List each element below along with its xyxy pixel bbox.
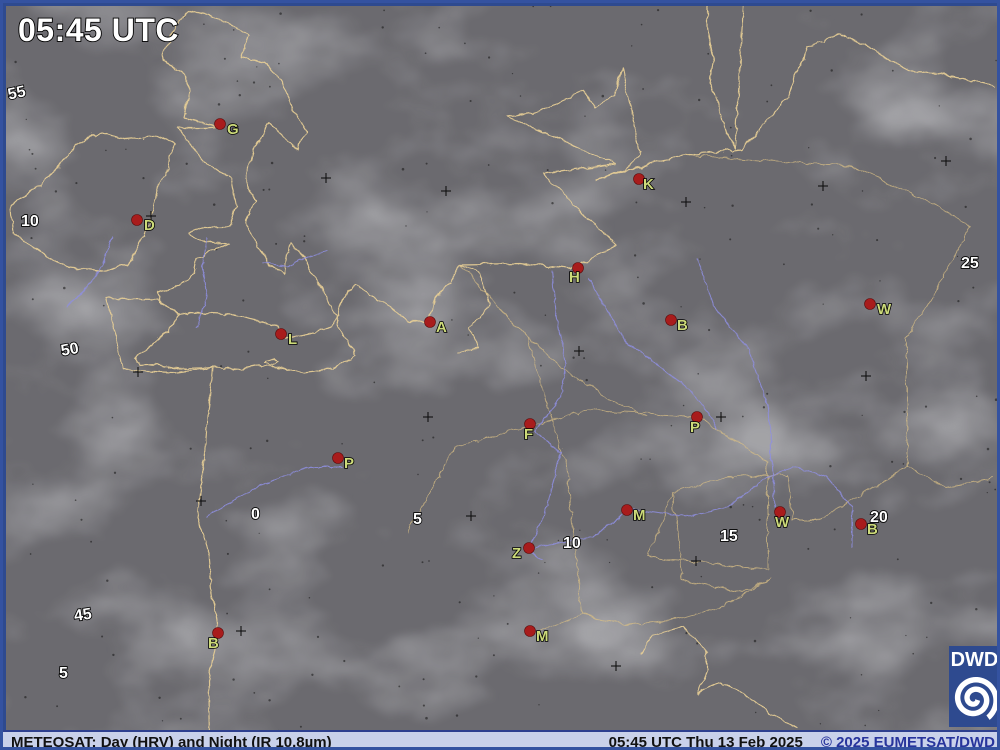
svg-text:5: 5 xyxy=(59,665,68,682)
svg-text:K: K xyxy=(643,176,654,193)
svg-text:P: P xyxy=(690,419,700,436)
svg-text:H: H xyxy=(569,269,580,286)
svg-text:45: 45 xyxy=(73,606,93,625)
svg-text:0: 0 xyxy=(251,506,260,523)
svg-text:F: F xyxy=(524,426,533,443)
svg-text:50: 50 xyxy=(60,340,81,360)
svg-text:D: D xyxy=(144,217,155,234)
svg-text:15: 15 xyxy=(720,528,738,545)
svg-text:B: B xyxy=(208,635,219,652)
svg-text:G: G xyxy=(227,121,239,138)
svg-text:P: P xyxy=(344,455,354,472)
svg-text:10: 10 xyxy=(563,535,581,552)
svg-text:55: 55 xyxy=(6,83,27,103)
svg-text:M: M xyxy=(633,507,646,524)
svg-text:M: M xyxy=(536,628,549,645)
svg-text:B: B xyxy=(867,521,878,538)
svg-text:10: 10 xyxy=(21,213,39,230)
svg-text:25: 25 xyxy=(961,255,979,272)
svg-text:W: W xyxy=(775,514,790,531)
svg-text:5: 5 xyxy=(413,511,422,528)
svg-text:W: W xyxy=(877,301,892,318)
svg-text:A: A xyxy=(436,319,447,336)
svg-text:L: L xyxy=(288,331,297,348)
svg-text:Z: Z xyxy=(512,545,521,562)
svg-text:B: B xyxy=(677,317,688,334)
